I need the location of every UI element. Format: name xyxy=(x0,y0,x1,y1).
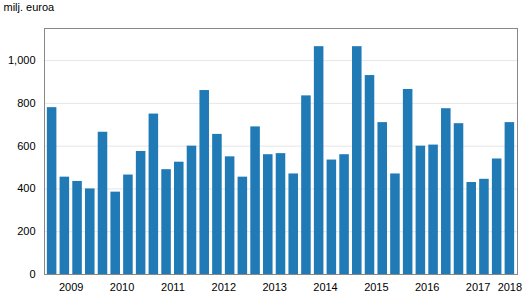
svg-text:2014: 2014 xyxy=(313,281,337,293)
svg-text:2011: 2011 xyxy=(161,281,185,293)
svg-text:2017: 2017 xyxy=(466,281,490,293)
svg-text:2009: 2009 xyxy=(59,281,83,293)
svg-text:2015: 2015 xyxy=(364,281,388,293)
svg-text:milj. euroa: milj. euroa xyxy=(4,1,56,13)
svg-text:1,000: 1,000 xyxy=(8,54,36,66)
svg-text:2018: 2018 xyxy=(498,281,522,293)
svg-text:800: 800 xyxy=(17,97,35,109)
svg-text:600: 600 xyxy=(17,140,35,152)
svg-text:2012: 2012 xyxy=(212,281,236,293)
svg-text:200: 200 xyxy=(17,225,35,237)
svg-text:2010: 2010 xyxy=(110,281,134,293)
svg-text:2016: 2016 xyxy=(415,281,439,293)
svg-text:2013: 2013 xyxy=(262,281,286,293)
svg-text:400: 400 xyxy=(17,182,35,194)
svg-text:0: 0 xyxy=(29,268,35,280)
